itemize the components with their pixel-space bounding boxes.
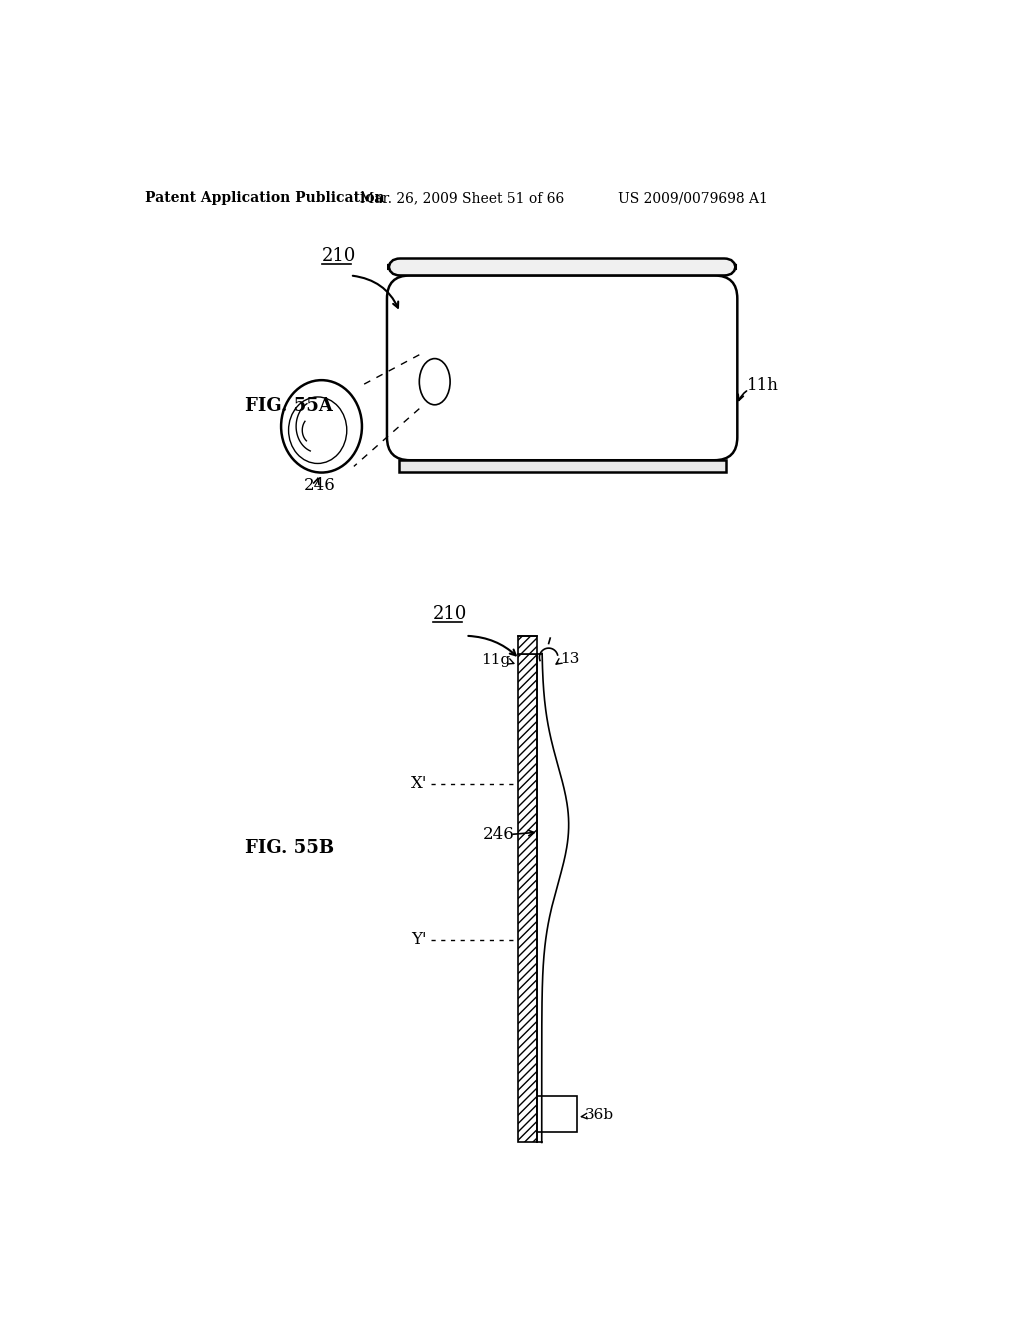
- Text: 11g: 11g: [481, 653, 510, 668]
- Text: 246: 246: [304, 477, 336, 494]
- Ellipse shape: [419, 359, 451, 405]
- Bar: [518, 636, 538, 653]
- Text: 36b: 36b: [585, 1107, 614, 1122]
- Text: Patent Application Publication: Patent Application Publication: [145, 191, 385, 206]
- Text: 210: 210: [433, 605, 468, 623]
- Text: 13: 13: [560, 652, 580, 665]
- Text: 246: 246: [483, 826, 515, 843]
- Text: 11h: 11h: [746, 378, 778, 395]
- Text: Mar. 26, 2009 Sheet 51 of 66: Mar. 26, 2009 Sheet 51 of 66: [359, 191, 564, 206]
- Ellipse shape: [282, 380, 361, 473]
- Text: 210: 210: [322, 247, 356, 265]
- Ellipse shape: [289, 397, 347, 463]
- Text: Y': Y': [412, 932, 427, 949]
- Text: FIG. 55A: FIG. 55A: [245, 397, 333, 416]
- Bar: [518, 653, 538, 1143]
- Text: FIG. 55B: FIG. 55B: [245, 838, 334, 857]
- FancyBboxPatch shape: [388, 259, 736, 276]
- FancyBboxPatch shape: [387, 276, 737, 461]
- Bar: [398, 461, 726, 471]
- Text: X': X': [411, 775, 427, 792]
- Text: US 2009/0079698 A1: US 2009/0079698 A1: [617, 191, 768, 206]
- Bar: [538, 1096, 578, 1133]
